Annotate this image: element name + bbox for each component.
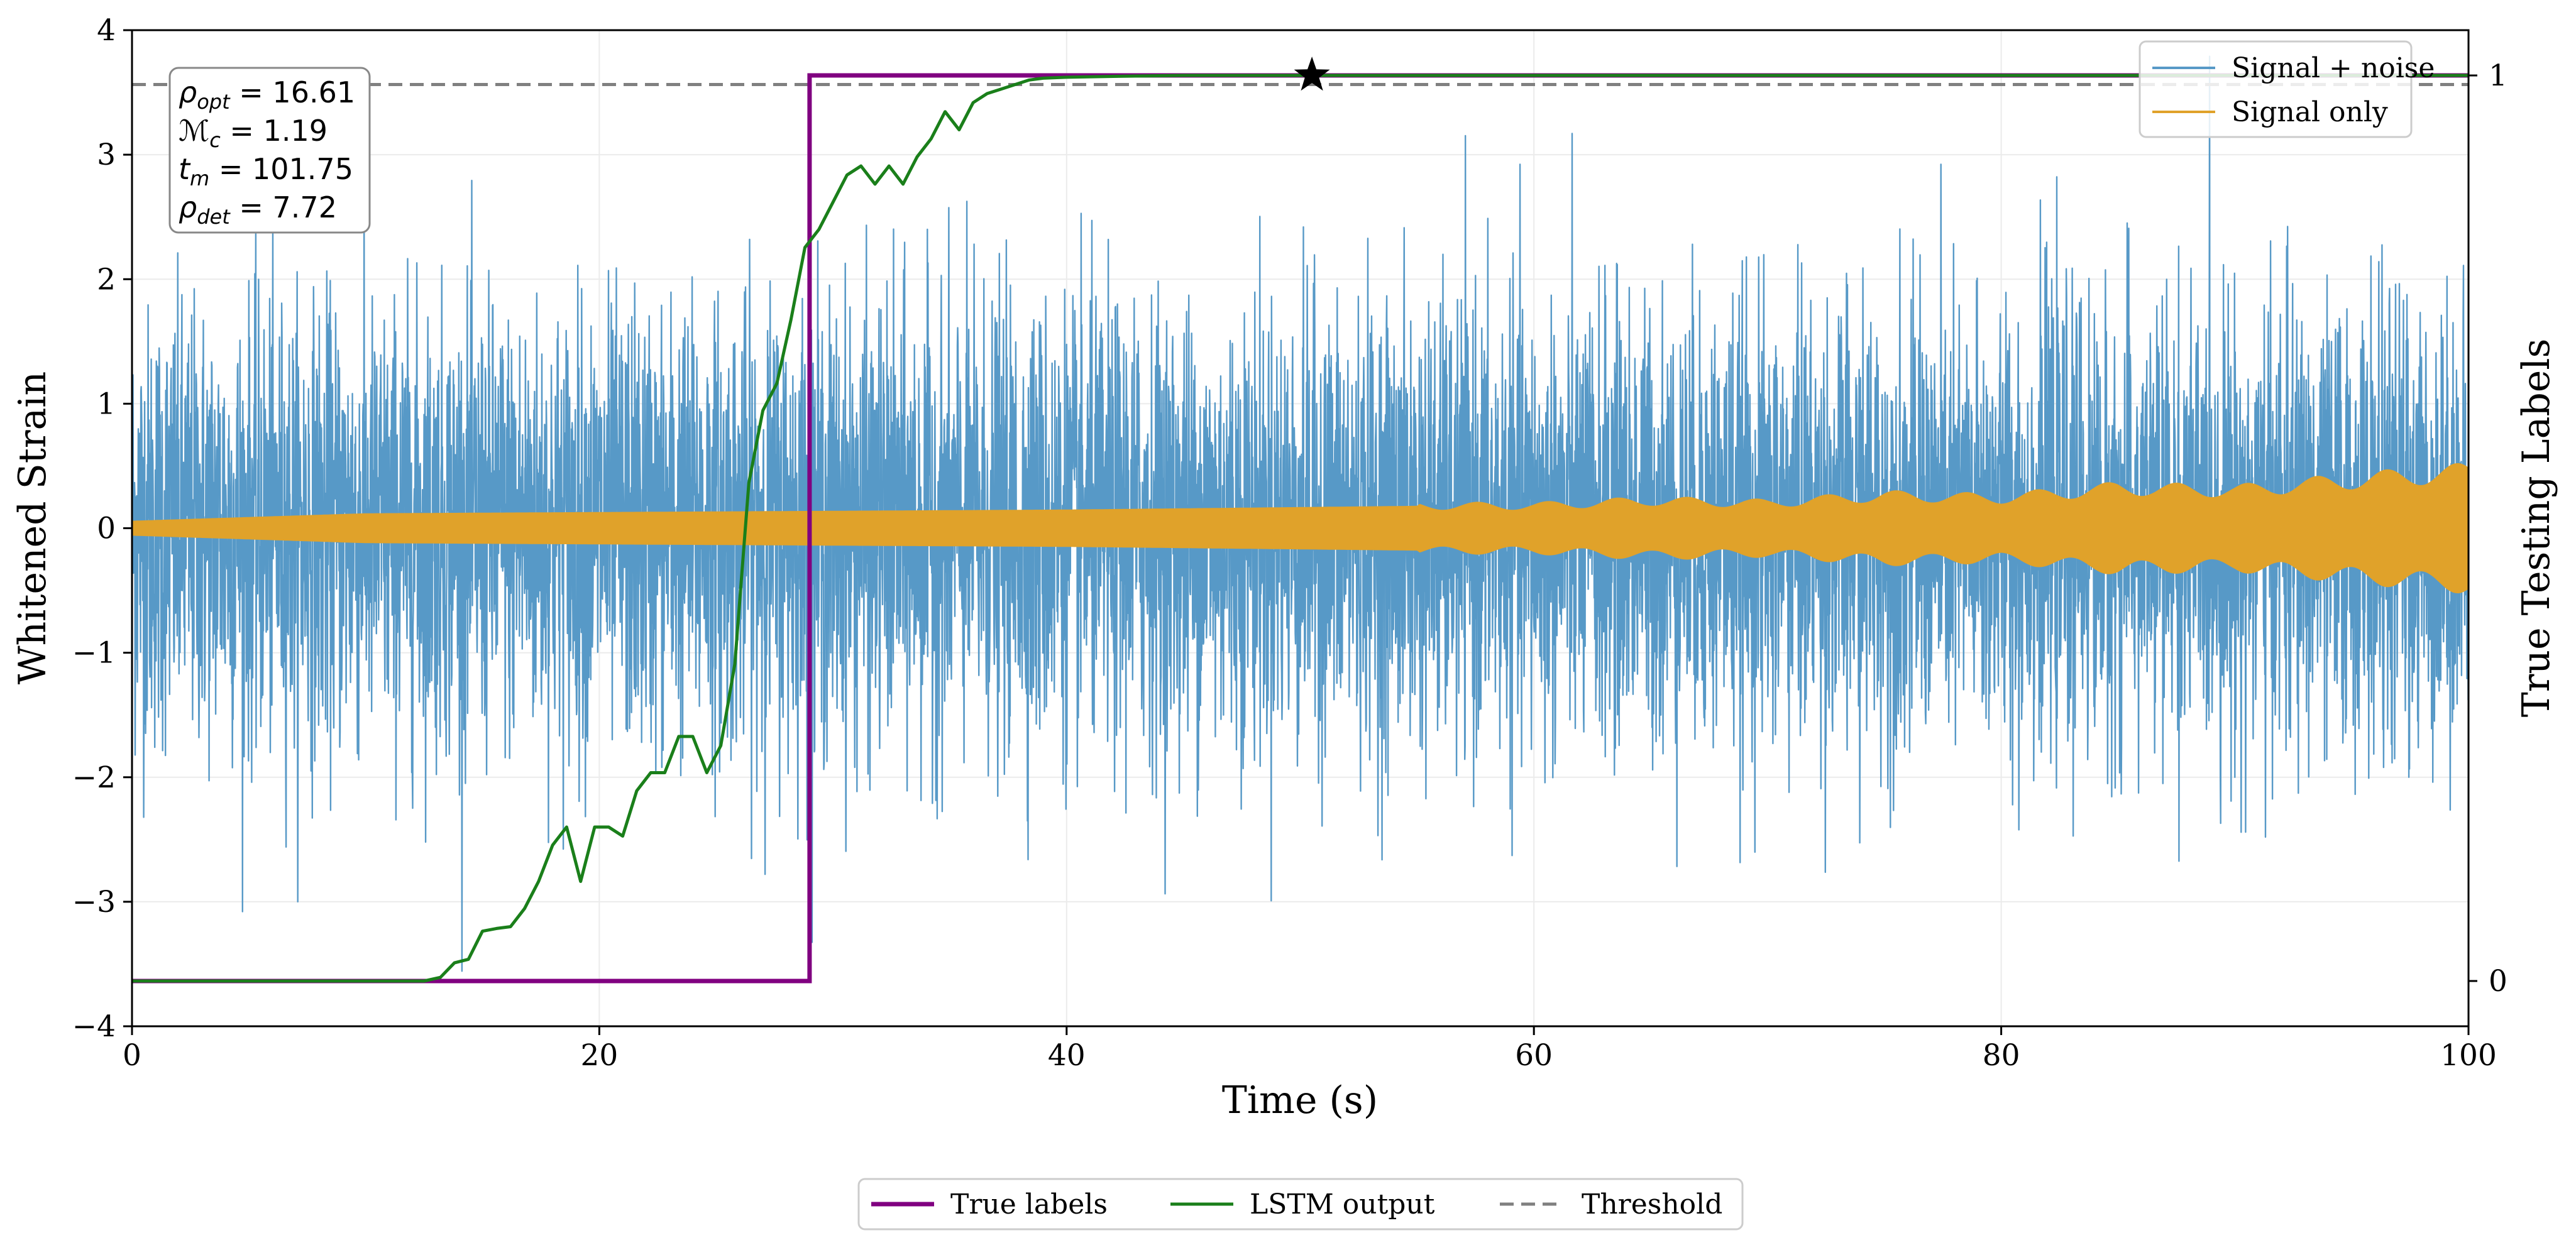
y-tick-label: 0 xyxy=(97,512,116,546)
y-axis-ticks: −4 −3 −2 −1 0 1 2 3 4 xyxy=(72,13,132,1044)
x-tick-label: 60 xyxy=(1515,1038,1553,1073)
star-marker xyxy=(1294,57,1330,91)
y-tick-label: −1 xyxy=(72,636,116,671)
right-tick-label: 1 xyxy=(2489,58,2507,93)
legend-label-lstm-output: LSTM output xyxy=(1250,1188,1435,1220)
rho-opt-annotation: ρopt = 16.61 xyxy=(179,75,355,114)
legend-label-true-labels: True labels xyxy=(950,1188,1108,1220)
y-tick-label: 2 xyxy=(97,262,116,297)
y-tick-label: 3 xyxy=(97,138,116,172)
x-tick-label: 100 xyxy=(2440,1038,2497,1073)
y-tick-label: 4 xyxy=(97,13,116,48)
detection-marker xyxy=(1294,57,1330,91)
x-tick-label: 80 xyxy=(1983,1038,2020,1073)
right-tick-label: 0 xyxy=(2489,964,2507,999)
lstm-output-series xyxy=(132,74,2469,983)
merger-time-annotation: tm = 101.75 xyxy=(179,152,353,190)
parameter-annotation: ρopt = 16.61 ℳc = 1.19 tm = 101.75 ρdet … xyxy=(168,67,371,234)
legend-label-signal-only: Signal only xyxy=(2232,96,2388,128)
legend-upper-right: Signal + noise Signal only xyxy=(2138,40,2435,138)
y-tick-label: −2 xyxy=(72,760,116,795)
right-axis-ticks: 01 xyxy=(2469,58,2507,999)
y-tick-label: −3 xyxy=(72,885,116,919)
x-tick-label: 0 xyxy=(123,1038,141,1073)
x-axis-label: Time (s) xyxy=(1222,1078,1378,1122)
chirp-mass-annotation: ℳc = 1.19 xyxy=(179,114,328,152)
legend-label-signal-noise: Signal + noise xyxy=(2232,52,2435,84)
legend-label-threshold: Threshold xyxy=(1582,1188,1722,1220)
signal-only-series xyxy=(132,463,2469,594)
x-axis-ticks: 0 20 40 60 80 100 xyxy=(123,1026,2497,1073)
y-tick-label: −4 xyxy=(72,1009,116,1044)
x-tick-label: 20 xyxy=(580,1038,618,1073)
rho-det-annotation: ρdet = 7.72 xyxy=(179,190,337,229)
y-axis-label: Whitened Strain xyxy=(11,371,55,684)
right-axis-label: True Testing Labels xyxy=(2514,339,2558,718)
x-tick-label: 40 xyxy=(1048,1038,1086,1073)
y-tick-label: 1 xyxy=(97,387,116,421)
legend-bottom: True labels LSTM output Threshold xyxy=(857,1178,1744,1231)
